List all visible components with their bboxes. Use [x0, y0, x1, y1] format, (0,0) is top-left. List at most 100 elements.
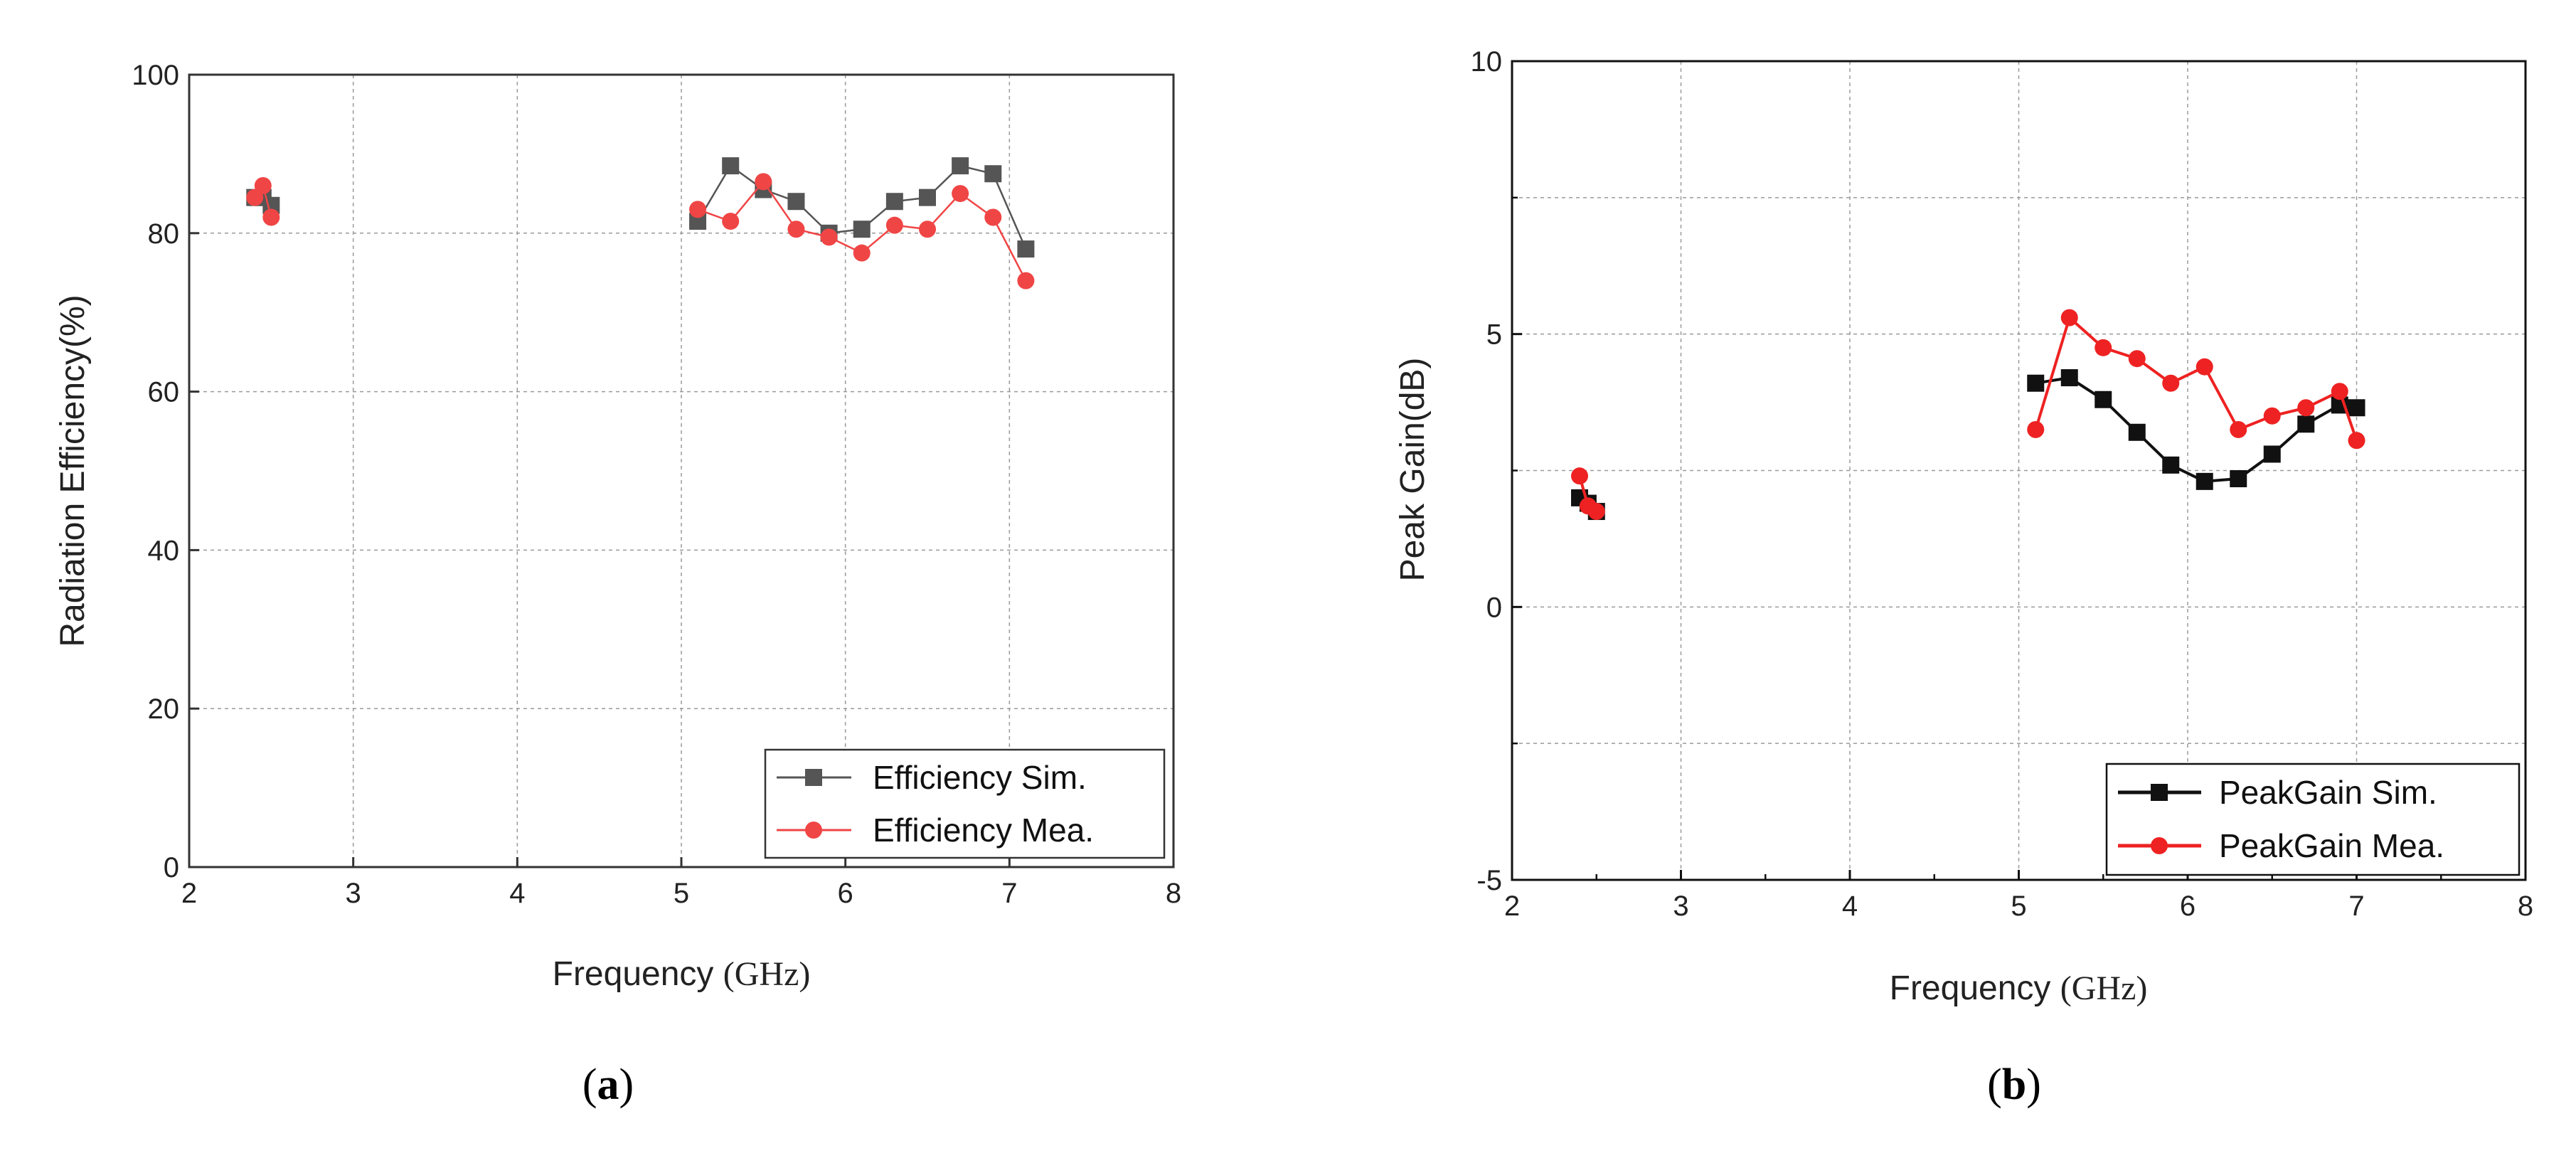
data-point-efficiency-mea-a [755, 173, 772, 191]
x-tick-label-b: 8 [2518, 891, 2533, 922]
x-tick-label-b: 5 [2011, 891, 2026, 922]
data-point-peakgain-mea-b [1587, 503, 1605, 521]
x-tick-label-a: 7 [1001, 878, 1017, 909]
chart-panel-b: 2 3 4 5 6 7 8 -5 0 5 10 Frequency (GHz) Peak Gain(… [1394, 46, 2533, 1109]
data-point-peakgain-sim-b [2060, 369, 2078, 387]
y-tick-label-a: 60 [148, 377, 180, 408]
data-point-peakgain-sim-b [2297, 415, 2315, 433]
y-axis-title-a: Radiation Efficiency(%) [54, 294, 92, 647]
x-tick-label-a: 5 [674, 878, 689, 909]
legend-label-mea-a: Efficiency Mea. [873, 812, 1094, 849]
data-point-peakgain-mea-b [2095, 339, 2112, 356]
data-point-efficiency-sim-a [722, 157, 740, 175]
data-point-efficiency-sim-a [787, 193, 805, 211]
legend-b: PeakGain Sim. PeakGain Mea. [2105, 763, 2521, 876]
data-point-peakgain-sim-b [2162, 456, 2180, 474]
data-point-efficiency-mea-a [1017, 272, 1035, 289]
data-point-efficiency-sim-a [1017, 240, 1035, 258]
y-tick-label-b: 10 [1471, 46, 1503, 78]
legend-label-sim-b: PeakGain Sim. [2219, 774, 2437, 811]
data-point-peakgain-mea-b [2128, 350, 2146, 368]
data-point-peakgain-mea-b [2348, 432, 2365, 450]
legend-marker-mea-b [2151, 837, 2168, 854]
data-point-peakgain-sim-b [2263, 445, 2281, 463]
ticks-b: 2 3 4 5 6 7 8 -5 0 5 10 [1471, 46, 2534, 922]
x-tick-label-a: 6 [838, 878, 853, 909]
x-tick-label-b: 7 [2348, 891, 2364, 922]
y-tick-label-b: 0 [1486, 592, 1502, 623]
panel-label-b: (b) [1987, 1061, 2041, 1109]
legend-box-b [2105, 763, 2521, 876]
data-point-efficiency-mea-a [246, 188, 264, 206]
data-point-peakgain-mea-b [2196, 358, 2213, 376]
y-tick-label-a: 40 [148, 535, 180, 566]
x-tick-label-a: 3 [346, 878, 361, 909]
data-point-peakgain-mea-b [2263, 407, 2281, 425]
y-tick-label-a: 100 [132, 60, 179, 91]
y-tick-label-a: 20 [148, 694, 180, 725]
series-group-b [1571, 309, 2365, 521]
data-point-peakgain-mea-b [2027, 420, 2045, 438]
x-tick-label-b: 4 [1842, 891, 1858, 922]
y-axis-title-b: Peak Gain(dB) [1394, 358, 1432, 582]
data-point-peakgain-mea-b [2331, 383, 2348, 400]
data-point-peakgain-sim-b [2095, 390, 2112, 408]
x-tick-label-a: 2 [181, 878, 197, 909]
data-point-efficiency-sim-a [853, 220, 871, 238]
data-point-peakgain-mea-b [1571, 467, 1588, 485]
x-tick-label-b: 6 [2180, 891, 2196, 922]
x-axis-title-a: Frequency (GHz) [553, 955, 811, 993]
y-tick-label-b: 5 [1486, 319, 1502, 351]
x-tick-label-b: 3 [1673, 891, 1688, 922]
data-point-efficiency-mea-a [722, 213, 740, 230]
grid-a [189, 75, 1173, 867]
legend-marker-mea-a [805, 822, 822, 839]
data-point-efficiency-mea-a [820, 228, 838, 246]
data-point-peakgain-sim-b [2128, 423, 2146, 441]
data-point-efficiency-mea-a [787, 220, 805, 238]
data-point-efficiency-mea-a [919, 220, 936, 238]
x-tick-label-a: 8 [1166, 878, 1181, 909]
data-point-efficiency-sim-a [919, 188, 936, 206]
data-point-efficiency-sim-a [984, 165, 1002, 183]
y-tick-label-a: 80 [148, 218, 180, 250]
y-tick-label-a: 0 [164, 852, 179, 883]
data-point-peakgain-sim-b [2348, 399, 2365, 417]
grid-b [1512, 61, 2526, 880]
data-point-peakgain-mea-b [2297, 399, 2315, 417]
legend-label-sim-a: Efficiency Sim. [873, 759, 1087, 796]
series-group-a [246, 157, 1035, 289]
data-point-peakgain-sim-b [2196, 472, 2213, 490]
plot-area-a [189, 75, 1173, 867]
data-point-peakgain-mea-b [2162, 374, 2180, 392]
legend-marker-sim-a [805, 769, 822, 786]
data-point-efficiency-mea-a [689, 201, 707, 218]
x-axis-title-text-b: Frequency [1890, 969, 2051, 1007]
data-point-efficiency-mea-a [984, 208, 1002, 226]
data-point-efficiency-mea-a [885, 216, 903, 234]
data-point-efficiency-sim-a [952, 157, 969, 175]
data-point-efficiency-mea-a [952, 185, 969, 203]
panel-label-a: (a) [582, 1061, 634, 1109]
legend-box-a [764, 748, 1166, 859]
y-tick-label-b: -5 [1476, 865, 1502, 896]
x-axis-title-text-a: Frequency [553, 955, 714, 993]
x-axis-title-b: Frequency (GHz) [1890, 969, 2148, 1007]
data-point-peakgain-mea-b [2230, 420, 2247, 438]
legend-label-mea-b: PeakGain Mea. [2219, 827, 2444, 864]
legend-a: Efficiency Sim. Efficiency Mea. [764, 748, 1166, 859]
x-tick-label-a: 4 [509, 878, 525, 909]
x-axis-unit-b: (GHz) [2060, 969, 2148, 1007]
data-point-peakgain-sim-b [2230, 470, 2247, 488]
x-axis-unit-a: (GHz) [723, 955, 811, 993]
data-point-peakgain-sim-b [2027, 374, 2045, 392]
data-point-efficiency-sim-a [885, 193, 903, 211]
data-point-peakgain-mea-b [2060, 309, 2078, 326]
legend-marker-sim-b [2151, 784, 2168, 801]
data-point-efficiency-mea-a [262, 208, 280, 226]
data-point-efficiency-mea-a [254, 176, 272, 194]
x-tick-label-b: 2 [1504, 891, 1520, 922]
